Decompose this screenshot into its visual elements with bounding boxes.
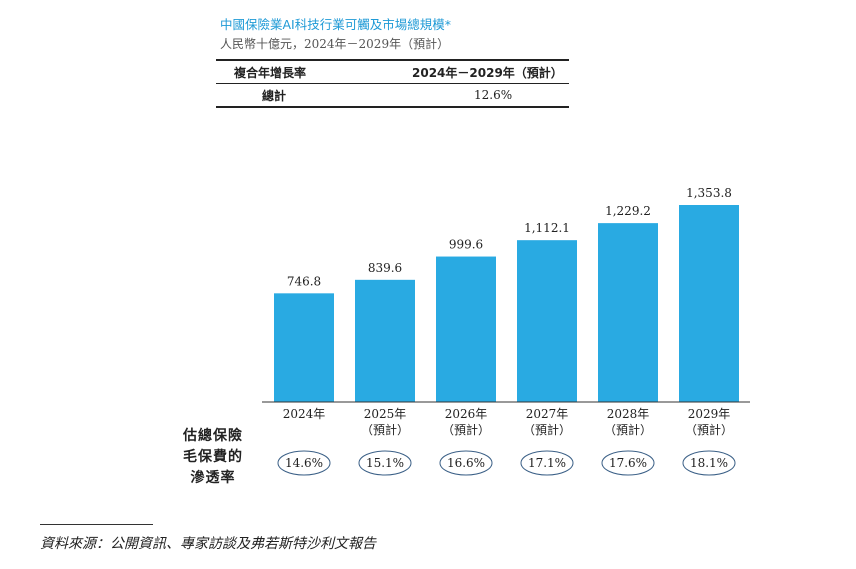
x-tick-label: 2025年 — [364, 407, 407, 421]
penetration-ellipse — [358, 450, 412, 476]
x-tick-label: 2029年 — [688, 407, 731, 421]
x-tick-sublabel: （預計） — [604, 422, 652, 437]
penetration-value: 17.6% — [609, 456, 647, 470]
cagr-table: 複合年增長率 2024年－2029年（預計） 總計 12.6% — [216, 59, 569, 108]
penetration-ellipse — [601, 450, 655, 476]
bar — [274, 293, 334, 402]
bar-value-label: 839.6 — [368, 261, 402, 275]
x-tick-label: 2026年 — [445, 407, 488, 421]
penetration-title-line: 估總保險 — [183, 428, 243, 444]
penetration-ellipse — [439, 450, 493, 476]
cagr-total-row: 總計 12.6% — [216, 83, 569, 108]
source-divider — [40, 524, 153, 525]
penetration-value: 17.1% — [528, 456, 566, 470]
cagr-row-label: 總計 — [216, 83, 412, 108]
bar — [598, 223, 658, 402]
bar-value-label: 1,112.1 — [524, 221, 570, 235]
source-note: 資料來源：公開資訊、專家訪談及弗若斯特沙利文報告 — [40, 536, 376, 552]
bar — [679, 205, 739, 402]
cagr-row-value: 12.6% — [412, 83, 569, 108]
penetration-title-line: 毛保費的 — [183, 449, 243, 465]
penetration-value: 15.1% — [366, 456, 404, 470]
penetration-row-title: 估總保險 毛保費的 滲透率 — [178, 426, 248, 489]
penetration-value: 14.6% — [285, 456, 323, 470]
cagr-col2-header: 2024年－2029年（預計） — [412, 59, 569, 84]
x-tick-sublabel: （預計） — [442, 422, 490, 437]
bar — [436, 256, 496, 402]
penetration-value: 16.6% — [447, 456, 485, 470]
penetration-ellipse — [520, 450, 574, 476]
x-tick-sublabel: （預計） — [523, 422, 571, 437]
bar-value-label: 1,353.8 — [686, 186, 732, 200]
x-tick-sublabel: （預計） — [685, 422, 733, 437]
x-tick-sublabel: （預計） — [361, 422, 409, 437]
penetration-ellipse — [277, 450, 331, 476]
penetration-title-line: 滲透率 — [190, 470, 236, 486]
chart-subtitle: 人民幣十億元，2024年－2029年（預計） — [220, 37, 450, 51]
cagr-header-row: 複合年增長率 2024年－2029年（預計） — [216, 59, 569, 84]
bar — [517, 240, 577, 402]
bar-value-label: 999.6 — [449, 238, 483, 252]
x-tick-label: 2027年 — [526, 407, 569, 421]
x-tick-label: 2028年 — [607, 407, 650, 421]
x-tick-label: 2024年 — [283, 407, 326, 421]
penetration-ellipse — [682, 450, 736, 476]
cagr-col1-header: 複合年增長率 — [216, 59, 412, 84]
chart-title: 中國保險業AI科技行業可觸及市場總規模* — [220, 17, 451, 32]
bar — [355, 279, 415, 402]
bar-value-label: 746.8 — [287, 274, 321, 288]
penetration-value: 18.1% — [690, 456, 728, 470]
bar-value-label: 1,229.2 — [605, 204, 651, 218]
